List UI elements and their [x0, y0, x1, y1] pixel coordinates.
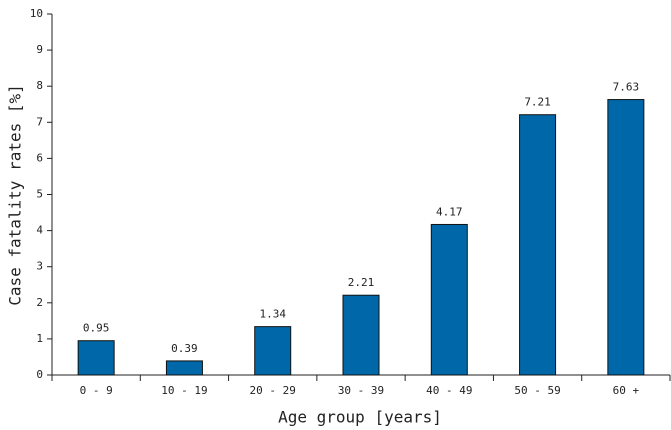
y-tick-label: 5 — [36, 188, 43, 201]
bar — [254, 326, 292, 376]
value-label: 0.39 — [171, 342, 198, 355]
x-axis-label: Age group [years] — [278, 408, 442, 427]
value-label: 4.17 — [436, 205, 463, 218]
y-tick-label: 3 — [36, 260, 43, 273]
bar — [165, 360, 203, 376]
y-tick-label: 4 — [36, 224, 43, 237]
y-tick-label: 8 — [36, 79, 43, 92]
x-tick-label: 30 - 39 — [338, 384, 384, 397]
value-label: 7.21 — [524, 96, 551, 109]
y-tick-label: 1 — [36, 332, 43, 345]
y-tick-label: 0 — [36, 368, 43, 381]
bar — [430, 223, 468, 376]
value-label: 1.34 — [259, 308, 286, 321]
x-tick-label: 0 - 9 — [80, 384, 113, 397]
bar — [607, 99, 645, 376]
y-tick-label: 2 — [36, 296, 43, 309]
y-axis-label: Case fatality rates [%] — [6, 84, 25, 306]
x-tick-label: 10 - 19 — [161, 384, 207, 397]
value-label: 2.21 — [348, 276, 375, 289]
x-tick-label: 60 + — [613, 384, 640, 397]
bar — [342, 294, 380, 376]
x-tick-label: 50 - 59 — [514, 384, 560, 397]
y-tick-label: 10 — [30, 7, 43, 20]
x-tick-label: 40 - 49 — [426, 384, 472, 397]
bar — [519, 114, 557, 376]
x-tick-label: 20 - 29 — [250, 384, 296, 397]
value-label: 7.63 — [613, 81, 640, 94]
value-label: 0.95 — [83, 322, 110, 335]
y-tick-label: 9 — [36, 43, 43, 56]
y-tick-label: 6 — [36, 151, 43, 164]
y-tick-label: 7 — [36, 115, 43, 128]
bar — [77, 340, 115, 376]
